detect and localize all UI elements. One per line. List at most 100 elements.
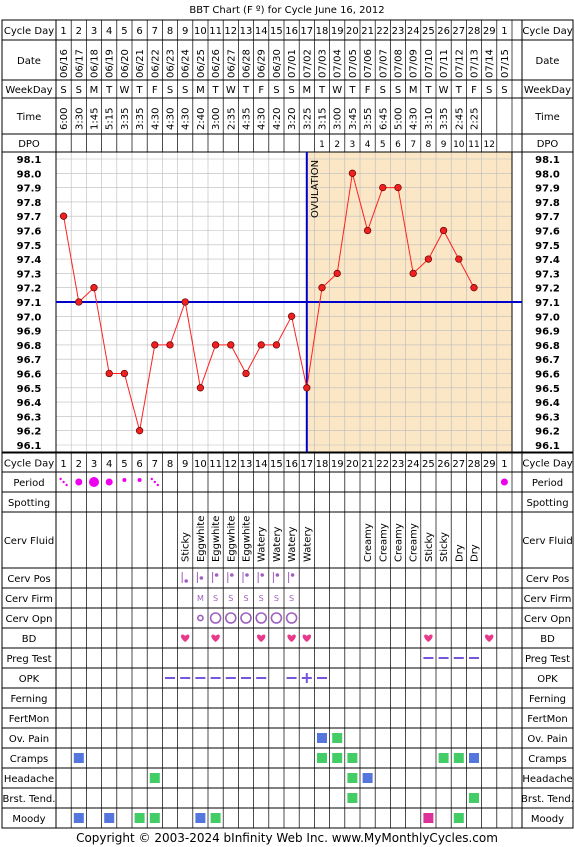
cycle-day-cell: 23 bbox=[392, 26, 405, 37]
cerv-firm-cell: S bbox=[274, 594, 279, 603]
period-dot bbox=[500, 478, 508, 486]
moody-square bbox=[104, 813, 115, 823]
y-tick-label: 97.1 bbox=[17, 298, 42, 309]
y-tick-label-right: 97.4 bbox=[535, 255, 560, 266]
row-label-cerv_fluid: Cerv Fluid bbox=[4, 536, 54, 547]
date-cell: 06/27 bbox=[226, 49, 237, 78]
cerv-firm-cell: M bbox=[197, 594, 204, 603]
cycle-day-cell: 17 bbox=[300, 26, 313, 37]
moody-square bbox=[195, 813, 206, 823]
row-label-right-headache: Headache bbox=[522, 774, 572, 785]
time-cell: 3:20 bbox=[287, 108, 298, 130]
cramps-square bbox=[438, 753, 449, 763]
time-cell: 2:40 bbox=[196, 108, 207, 130]
time-cell: 3:35 bbox=[439, 108, 450, 130]
date-cell: 07/11 bbox=[439, 49, 450, 78]
row-label-right-cycle_day: Cycle Day bbox=[522, 459, 572, 470]
cycle-day-cell-lower: 1 bbox=[60, 459, 66, 470]
temperature-point bbox=[424, 255, 433, 263]
cerv-fluid-cell: Creamy bbox=[409, 523, 420, 562]
temperature-point bbox=[211, 341, 220, 349]
time-cell: 4:30 bbox=[166, 108, 177, 130]
cerv-fluid-cell: Watery bbox=[287, 526, 298, 562]
row-label-cerv_pos: Cerv Pos bbox=[7, 574, 50, 585]
y-tick-label-right: 96.3 bbox=[535, 412, 560, 423]
temperature-series bbox=[59, 169, 478, 435]
ov-pain-square bbox=[317, 733, 327, 743]
weekday-cell: F bbox=[471, 85, 477, 96]
cycle-day-cell: 1 bbox=[60, 26, 66, 37]
cerv-fluid-cell: Eggwhite bbox=[226, 516, 237, 562]
y-tick-label-right: 97.2 bbox=[535, 284, 560, 295]
chart-title: BBT Chart (F º) for Cycle June 16, 2012 bbox=[189, 5, 384, 16]
row-label-weekday: WeekDay bbox=[5, 85, 52, 96]
moody-square bbox=[423, 813, 434, 823]
y-tick-label-right: 96.5 bbox=[535, 384, 560, 395]
y-tick-label-right: 96.4 bbox=[535, 398, 560, 409]
ovulation-label: OVULATION bbox=[310, 160, 321, 218]
time-cell: 4:30 bbox=[257, 108, 268, 130]
y-tick-label-right: 97.9 bbox=[535, 184, 560, 195]
cycle-day-cell: 24 bbox=[407, 26, 420, 37]
row-label-right-cramps: Cramps bbox=[528, 754, 567, 765]
row-label-cycle_day: Cycle Day bbox=[4, 459, 54, 470]
moody-square bbox=[149, 813, 160, 823]
weekday-cell: S bbox=[167, 85, 173, 96]
cerv-opn-circle bbox=[255, 612, 268, 624]
temperature-line bbox=[63, 173, 475, 431]
cycle-day-cell-lower: 7 bbox=[152, 459, 158, 470]
cycle-day-cell: 3 bbox=[91, 26, 97, 37]
cerv-pos-dot bbox=[184, 579, 188, 583]
y-tick-label-right: 97.1 bbox=[535, 298, 560, 309]
temperature-point bbox=[257, 341, 265, 349]
cycle-day-cell-lower: 29 bbox=[483, 459, 496, 470]
row-label-dpo: DPO bbox=[18, 139, 40, 150]
cerv-pos-dot bbox=[260, 573, 265, 577]
cramps-square bbox=[469, 753, 479, 763]
row-label-right-cerv_firm: Cerv Firm bbox=[524, 594, 572, 605]
dpo-cell: 9 bbox=[441, 140, 447, 150]
cycle-day-cell-lower: 13 bbox=[240, 459, 253, 470]
weekday-cell: F bbox=[365, 85, 371, 96]
moody-square bbox=[73, 813, 84, 823]
y-tick-label: 96.9 bbox=[17, 327, 42, 338]
time-cell: 4:30 bbox=[150, 108, 161, 130]
temperature-point bbox=[363, 226, 372, 235]
time-cell: 3:35 bbox=[120, 108, 131, 130]
time-cell: 3:00 bbox=[333, 108, 344, 130]
period-dot bbox=[59, 477, 62, 481]
moody-square bbox=[134, 813, 145, 823]
row-label-right-fertmon: FertMon bbox=[527, 714, 567, 725]
cerv-firm-cell: S bbox=[213, 594, 218, 603]
temperature-point bbox=[105, 369, 113, 378]
date-cell: 07/08 bbox=[394, 49, 405, 78]
y-tick-label-right: 98.1 bbox=[535, 155, 560, 166]
cerv-fluid-cell: Creamy bbox=[363, 523, 374, 562]
weekday-cell: W bbox=[119, 85, 129, 96]
cerv-fluid-cell: Sticky bbox=[439, 532, 450, 562]
weekday-cell: S bbox=[501, 85, 507, 96]
date-cell: 06/18 bbox=[90, 49, 101, 78]
dpo-cell: 11 bbox=[468, 140, 479, 150]
cerv-pos-dot bbox=[290, 573, 295, 577]
weekday-cell: T bbox=[136, 85, 144, 96]
time-cell: 3:45 bbox=[348, 108, 359, 130]
cycle-day-cell-lower: 15 bbox=[270, 459, 283, 470]
weekday-cell: S bbox=[76, 85, 82, 96]
y-tick-label: 96.1 bbox=[17, 441, 42, 452]
cycle-day-cell: 21 bbox=[361, 26, 374, 37]
date-cell: 06/16 bbox=[59, 49, 70, 78]
row-label-bd: BD bbox=[22, 634, 37, 645]
cerv-fluid-cell: Creamy bbox=[378, 523, 389, 562]
y-tick-label-right: 97.7 bbox=[535, 212, 560, 223]
cerv-fluid-cell: Creamy bbox=[394, 523, 405, 562]
temperature-point bbox=[287, 312, 296, 320]
cycle-day-cell: 4 bbox=[106, 26, 112, 37]
cycle-day-cell-lower: 9 bbox=[182, 459, 188, 470]
period-dot bbox=[65, 483, 68, 487]
temperature-point bbox=[272, 341, 281, 349]
period-dot bbox=[75, 478, 83, 486]
period-dot bbox=[150, 477, 153, 481]
time-cell: 6:45 bbox=[378, 108, 389, 130]
cramps-square bbox=[332, 753, 343, 763]
